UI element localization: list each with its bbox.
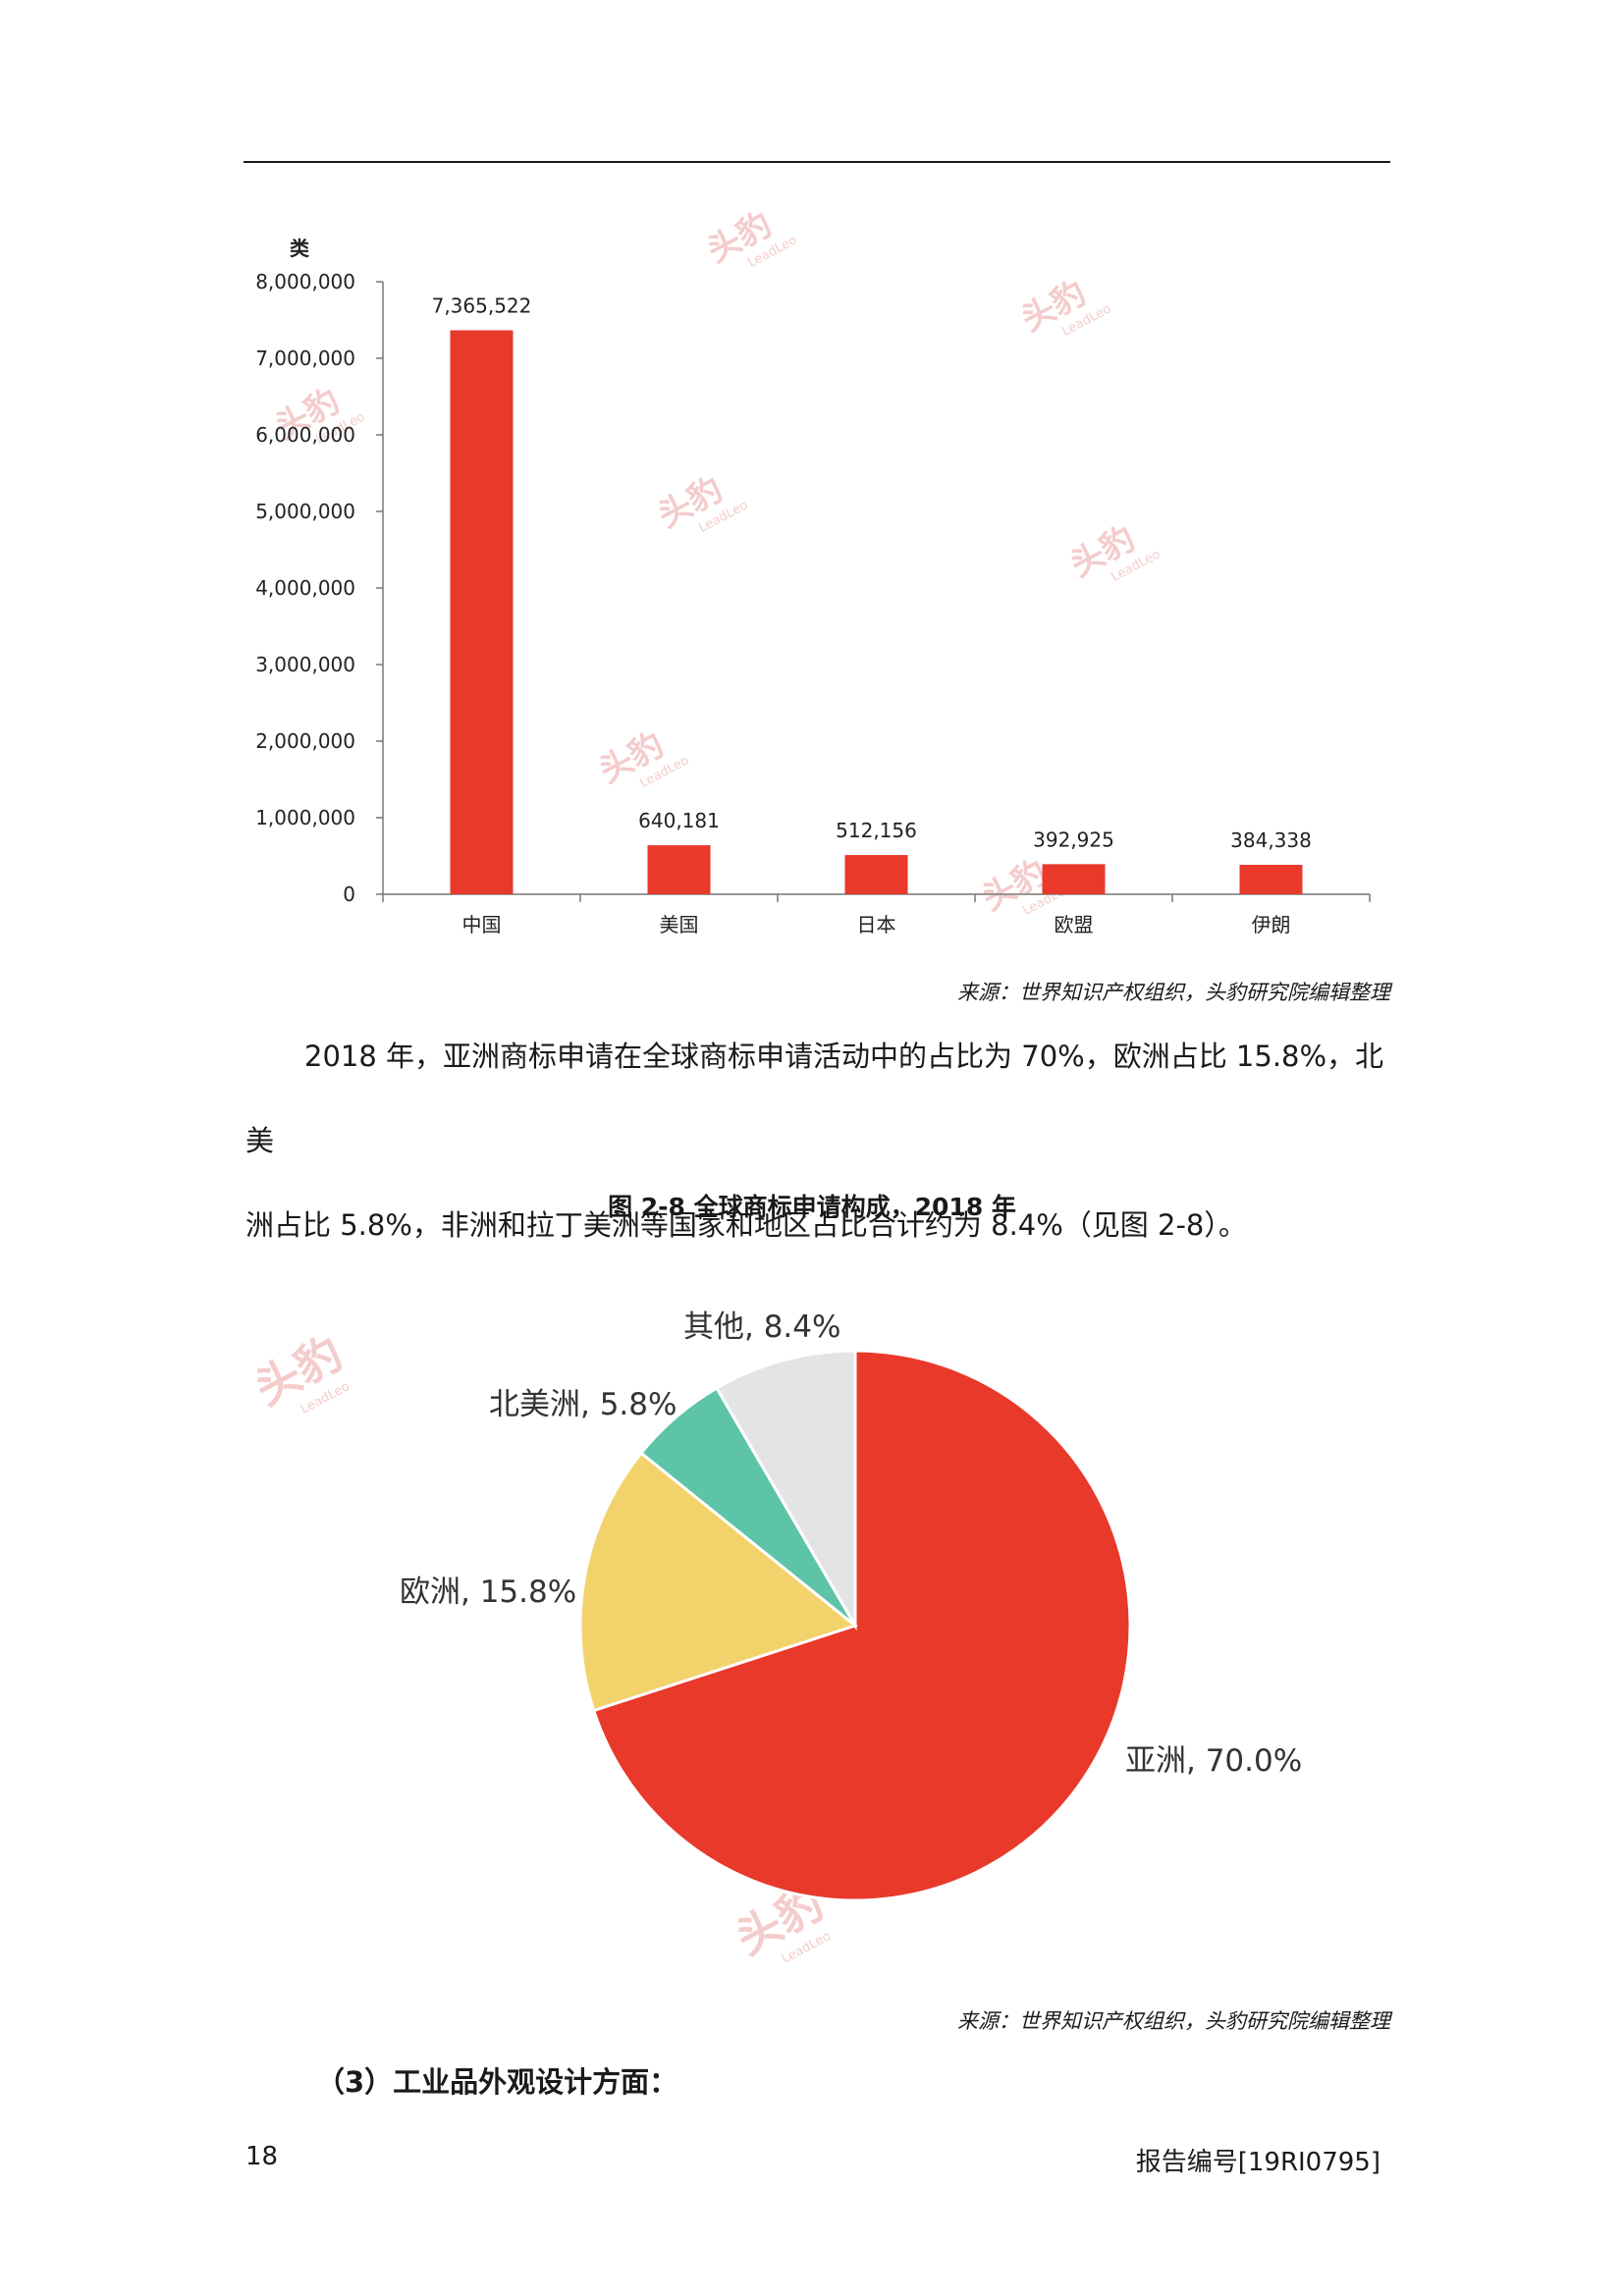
x-category-label: 伊朗 [1252,913,1291,936]
pie-label-europe: 欧洲, 15.8% [400,1575,577,1610]
y-tick-label: 6,000,000 [255,423,355,447]
pie-label-asia: 亚洲, 70.0% [1125,1743,1303,1779]
x-category-label: 中国 [462,913,502,936]
pie-label-other: 其他, 8.4% [683,1309,841,1345]
bar-value-label: 640,181 [638,809,720,832]
figure-title: 图 2-8 全球商标申请构成，2018 年 [608,1193,1016,1221]
pie-chart [578,1349,1132,1902]
pie-chart-source: 来源：世界知识产权组织，头豹研究院编辑整理 [957,2009,1390,2033]
y-tick-label: 8,000,000 [255,270,355,294]
bar-chart-source: 来源：世界知识产权组织，头豹研究院编辑整理 [957,981,1390,1004]
pie-slice [591,1349,1132,1902]
report-id: 报告编号[19RI0795] [1135,2148,1380,2177]
bar [647,845,711,894]
bar [1239,865,1303,894]
bar-value-label: 512,156 [836,819,917,842]
y-tick-label: 3,000,000 [255,653,355,676]
bar-value-label: 384,338 [1230,828,1312,852]
y-tick-label: 2,000,000 [255,729,355,753]
bar [844,855,908,894]
pie-slice [714,1349,857,1631]
section-heading: （3）工业品外观设计方面： [316,2065,678,2099]
y-axis-unit-label: 类 [290,237,309,260]
bar-value-label: 392,925 [1033,828,1114,851]
y-tick-label: 1,000,000 [255,806,355,829]
paragraph-line: 洲占比 5.8%，非洲和拉丁美洲等国家和地区占比合计约为 8.4%（见图 2-8… [245,1208,1247,1242]
header-rule [244,161,1390,163]
page-number: 18 [245,2142,279,2171]
x-category-label: 日本 [857,913,896,936]
bar [450,330,514,895]
bar-chart: 类 0 1,000,000 2,000,000 3,000,000 4,000,000 5,… [255,237,1371,936]
pie-label-north-america: 北美洲, 5.8% [489,1387,677,1422]
paragraph-line: 2018 年，亚洲商标申请在全球商标申请活动中的占比为 70%，欧洲占比 15.… [245,1040,1384,1157]
y-tick-label: 4,000,000 [255,576,355,600]
y-tick-label: 0 [343,882,355,906]
body-paragraph: 2018 年，亚洲商标申请在全球商标申请活动中的占比为 70%，欧洲占比 15.… [245,1014,1394,1267]
y-tick-label: 7,000,000 [255,347,355,370]
bar-value-label: 7,365,522 [432,294,532,317]
pie-slice [578,1451,859,1713]
x-category-label: 美国 [660,913,699,936]
bar [1042,864,1106,894]
x-category-label: 欧盟 [1055,913,1094,936]
y-tick-label: 5,000,000 [255,500,355,523]
